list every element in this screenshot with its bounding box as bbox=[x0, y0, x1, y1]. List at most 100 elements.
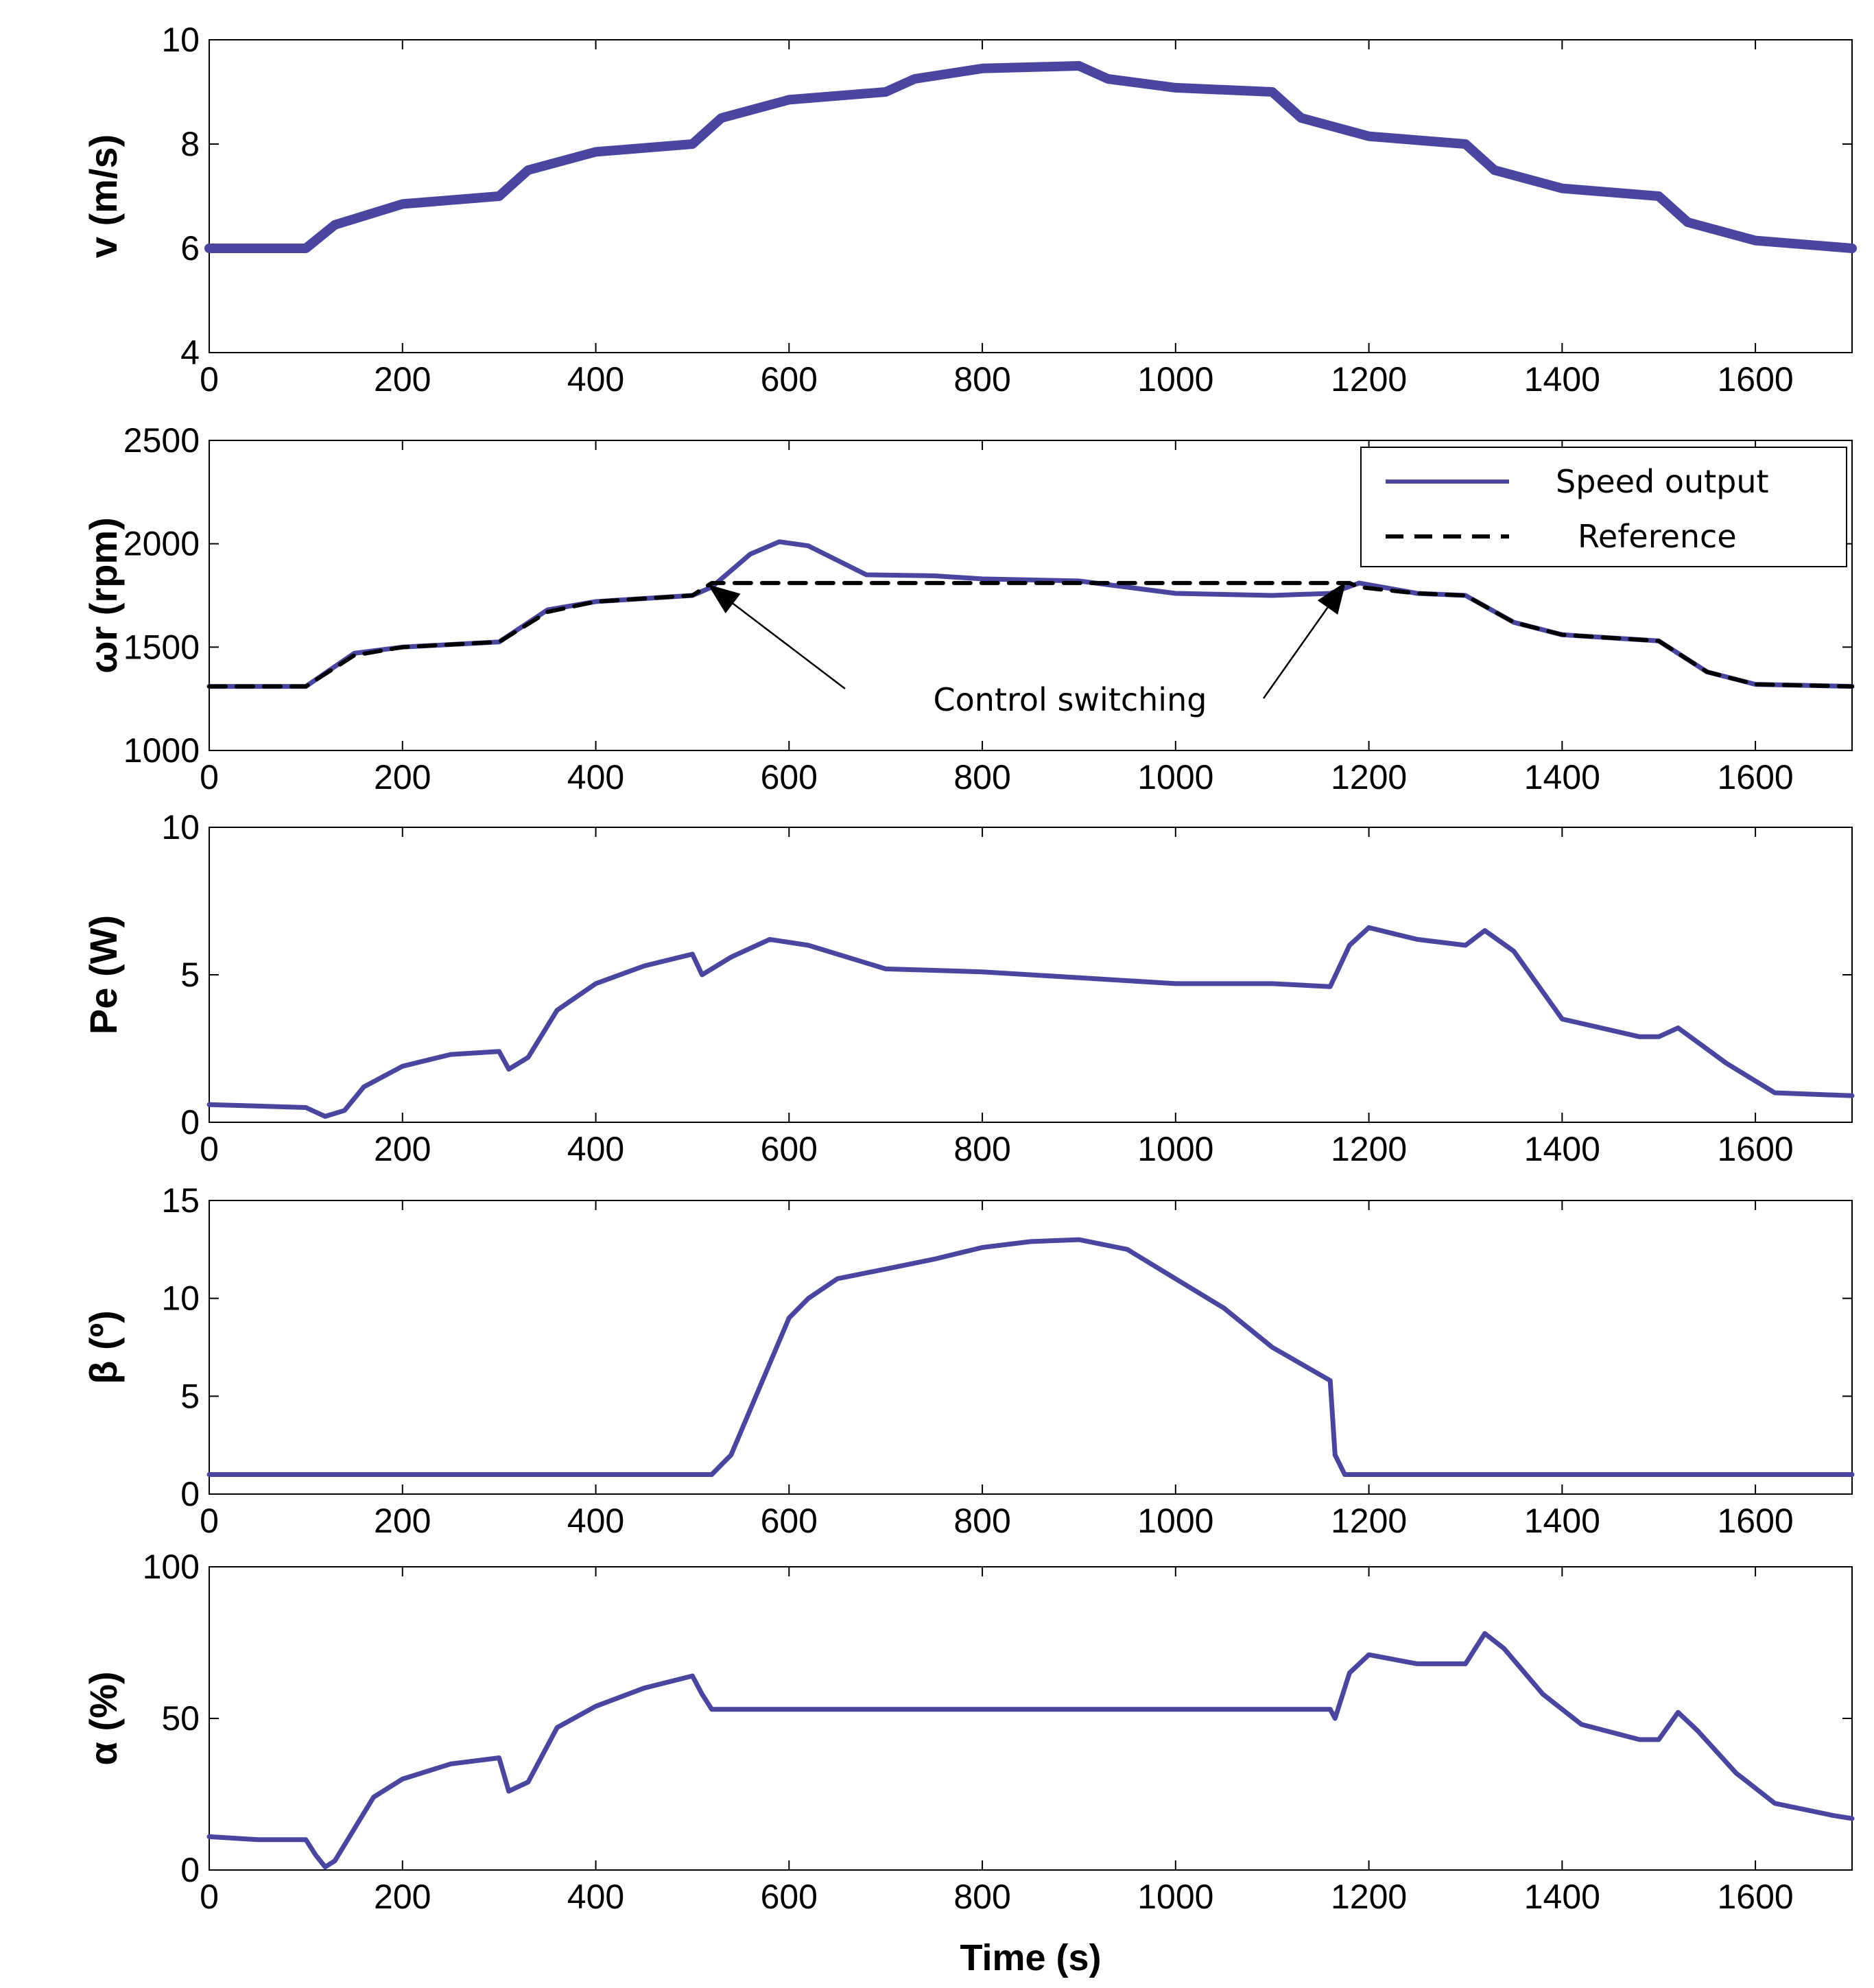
x-tick-label: 400 bbox=[567, 758, 624, 796]
legend-label-reference: Reference bbox=[1578, 518, 1737, 555]
series-line-power-output bbox=[206, 925, 1855, 1119]
annotation-text: Control switching bbox=[934, 681, 1207, 718]
x-tick-label: 1000 bbox=[1137, 1502, 1213, 1540]
x-tick-label: 600 bbox=[761, 1502, 818, 1540]
x-tick-label: 400 bbox=[567, 1130, 624, 1168]
x-tick-label: 1000 bbox=[1137, 1878, 1213, 1916]
series-group-power bbox=[206, 925, 1855, 1119]
y-tick-label: 2500 bbox=[123, 421, 200, 460]
ylabel-wind-speed: v (m/s) bbox=[82, 134, 125, 259]
x-tick-label: 1600 bbox=[1718, 360, 1794, 399]
ticks-power: 0 200 400 600 800 1000 1200 1400 1600 0 5 10 bbox=[161, 808, 1852, 1168]
series-group-pitch bbox=[206, 1237, 1855, 1477]
series-line-rotor-speed-reference bbox=[207, 580, 1854, 689]
x-tick-label: 800 bbox=[953, 360, 1010, 399]
x-tick-label: 1600 bbox=[1718, 1502, 1794, 1540]
y-tick-label: 0 bbox=[180, 1103, 200, 1141]
series-line-wind-speed-output bbox=[204, 61, 1857, 253]
x-tick-label: 1400 bbox=[1524, 1502, 1600, 1540]
y-tick-label: 5 bbox=[180, 956, 200, 994]
x-tick-label: 1000 bbox=[1137, 758, 1213, 796]
x-tick-label: 200 bbox=[374, 1878, 431, 1916]
panel-wind-speed: 0 200 400 600 800 1000 1200 1400 1600 4 6 8 10 v (m/… bbox=[82, 21, 1857, 399]
y-tick-label: 10 bbox=[161, 808, 200, 847]
x-tick-label: 800 bbox=[953, 1130, 1010, 1168]
ticks-duty-cycle: 0 200 400 600 800 1000 1200 1400 1600 0 50 100 bbox=[143, 1548, 1852, 1916]
x-tick-label: 1200 bbox=[1331, 1130, 1407, 1168]
x-tick-label: 200 bbox=[374, 1502, 431, 1540]
series-group-rotor-speed bbox=[206, 539, 1855, 689]
x-tick-label: 1400 bbox=[1524, 1130, 1600, 1168]
plot-frame-pitch bbox=[209, 1200, 1853, 1495]
x-tick-label: 1200 bbox=[1331, 1502, 1407, 1540]
legend: Speed output Reference bbox=[1360, 447, 1847, 567]
x-tick-label: 200 bbox=[374, 360, 431, 399]
x-tick-label: 800 bbox=[953, 1878, 1010, 1916]
x-tick-label: 1400 bbox=[1524, 1878, 1600, 1916]
y-tick-label: 0 bbox=[180, 1475, 200, 1513]
x-tick-label: 600 bbox=[761, 360, 818, 399]
y-tick-label: 100 bbox=[143, 1548, 200, 1586]
ylabel-duty-cycle: α (%) bbox=[82, 1671, 125, 1765]
panel-rotor-speed: 0 200 400 600 800 1000 1200 1400 1600 1000 1500 200… bbox=[82, 421, 1855, 796]
x-tick-label: 400 bbox=[567, 360, 624, 399]
panel-pitch: 0 200 400 600 800 1000 1200 1400 1600 0 5 10 15 β (º… bbox=[82, 1181, 1855, 1540]
x-tick-label: 600 bbox=[761, 1130, 818, 1168]
series-line-pitch-output bbox=[206, 1237, 1855, 1477]
y-tick-label: 15 bbox=[161, 1181, 200, 1220]
ylabel-power: Pe (W) bbox=[82, 915, 125, 1034]
x-tick-label: 0 bbox=[200, 1130, 219, 1168]
x-tick-label: 0 bbox=[200, 758, 219, 796]
panel-power: 0 200 400 600 800 1000 1200 1400 1600 0 5 10 Pe (W) bbox=[82, 808, 1855, 1168]
x-tick-label: 600 bbox=[761, 758, 818, 796]
y-tick-label: 4 bbox=[180, 333, 200, 372]
y-tick-label: 1000 bbox=[123, 731, 200, 770]
x-tick-label: 600 bbox=[761, 1878, 818, 1916]
x-tick-label: 0 bbox=[200, 360, 219, 399]
x-tick-label: 800 bbox=[953, 758, 1010, 796]
x-tick-label: 1000 bbox=[1137, 360, 1213, 399]
x-tick-label: 1600 bbox=[1718, 1130, 1794, 1168]
series-group-wind-speed bbox=[204, 61, 1857, 253]
y-tick-label: 10 bbox=[161, 21, 200, 59]
ylabel-pitch: β (º) bbox=[82, 1310, 125, 1384]
x-tick-label: 400 bbox=[567, 1502, 624, 1540]
series-line-duty-cycle-output bbox=[206, 1631, 1855, 1870]
plot-frame-wind-speed bbox=[209, 39, 1853, 353]
x-tick-label: 1200 bbox=[1331, 1878, 1407, 1916]
x-tick-label: 1400 bbox=[1524, 360, 1600, 399]
x-tick-label: 1600 bbox=[1718, 1878, 1794, 1916]
legend-label-speed-output: Speed output bbox=[1556, 463, 1769, 500]
y-tick-label: 1500 bbox=[123, 628, 200, 666]
y-tick-label: 6 bbox=[180, 229, 200, 268]
x-tick-label: 1200 bbox=[1331, 360, 1407, 399]
ticks-wind-speed: 0 200 400 600 800 1000 1200 1400 1600 4 6 8 10 bbox=[161, 21, 1852, 399]
ticks-rotor-speed: 0 200 400 600 800 1000 1200 1400 1600 1000 1500 200… bbox=[123, 421, 1852, 796]
x-tick-label: 1400 bbox=[1524, 758, 1600, 796]
x-axis-label: Time (s) bbox=[960, 1937, 1101, 1978]
x-tick-label: 400 bbox=[567, 1878, 624, 1916]
panel-duty-cycle: 0 200 400 600 800 1000 1200 1400 1600 0 50 100 α (%… bbox=[82, 1548, 1855, 1916]
x-tick-label: 1000 bbox=[1137, 1130, 1213, 1168]
y-tick-label: 0 bbox=[180, 1851, 200, 1889]
x-tick-label: 1200 bbox=[1331, 758, 1407, 796]
x-tick-label: 200 bbox=[374, 1130, 431, 1168]
x-tick-label: 0 bbox=[200, 1502, 219, 1540]
ylabel-rotor-speed: ωr (rpm) bbox=[82, 517, 125, 674]
y-tick-label: 10 bbox=[161, 1279, 200, 1318]
arrowhead-left bbox=[708, 584, 741, 614]
series-group-duty-cycle bbox=[206, 1631, 1855, 1870]
arrowhead-right bbox=[1317, 582, 1346, 615]
annotation-control-switching: Control switching bbox=[707, 581, 1347, 718]
y-tick-label: 50 bbox=[161, 1699, 200, 1738]
y-tick-label: 2000 bbox=[123, 525, 200, 563]
ticks-pitch: 0 200 400 600 800 1000 1200 1400 1600 0 5 10 15 bbox=[161, 1181, 1852, 1540]
x-tick-label: 1600 bbox=[1718, 758, 1794, 796]
plot-frame-rotor-speed bbox=[209, 440, 1853, 751]
x-tick-label: 0 bbox=[200, 1878, 219, 1916]
x-tick-label: 200 bbox=[374, 758, 431, 796]
y-tick-label: 5 bbox=[180, 1377, 200, 1415]
x-tick-label: 800 bbox=[953, 1502, 1010, 1540]
